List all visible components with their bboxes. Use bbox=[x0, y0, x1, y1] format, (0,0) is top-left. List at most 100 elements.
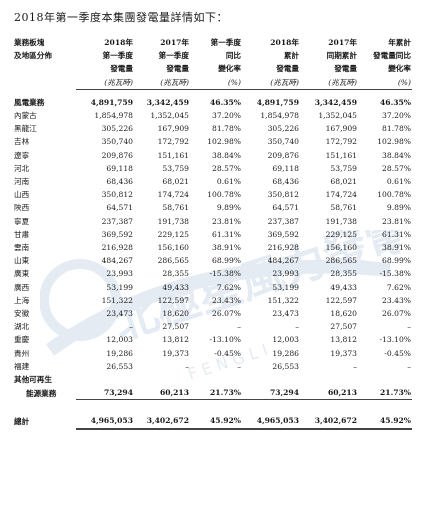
row-value: 28.57% bbox=[382, 163, 411, 173]
row-value: 151,161 bbox=[157, 150, 189, 160]
rule-line bbox=[190, 89, 242, 90]
rule-line bbox=[134, 427, 190, 432]
row-value: -15.38% bbox=[209, 269, 241, 279]
row-value: 209,876 bbox=[267, 150, 299, 160]
intro-text: 2018年第一季度本集團發電量詳情如下： bbox=[14, 11, 228, 24]
row-value: 53,199 bbox=[106, 282, 133, 292]
row-value: 151,322 bbox=[101, 295, 133, 305]
row-value: -0.45% bbox=[214, 348, 241, 358]
rule-line bbox=[134, 89, 190, 90]
row-value: 122,597 bbox=[325, 295, 357, 305]
table-row: 風電業務 4,891,759 3,342,459 46.35% 4,891,759 3,3… bbox=[14, 96, 412, 109]
unit-cell: (兆瓦時) bbox=[104, 77, 133, 87]
header-cell: 第一季度 bbox=[210, 38, 241, 47]
row-value: 26,553 bbox=[272, 361, 299, 371]
row-value: 151,161 bbox=[325, 150, 357, 160]
rule-line bbox=[242, 427, 300, 432]
header-cell: 年累計 bbox=[388, 38, 411, 47]
row-value: 73,294 bbox=[269, 388, 299, 398]
row-value: 369,592 bbox=[267, 229, 299, 239]
row-value-empty bbox=[300, 373, 358, 386]
row-value: 286,565 bbox=[325, 256, 357, 266]
row-label: 風電業務 bbox=[14, 97, 45, 107]
rule-row bbox=[14, 89, 412, 90]
header-label: 業務板塊 bbox=[14, 38, 45, 47]
table-header: 業務板塊 2018年 2017年 第一季度 2018年 2017年 年累計 及地區分佈 第一季度… bbox=[14, 36, 412, 89]
row-value-empty bbox=[190, 373, 242, 386]
row-label: 甘肅 bbox=[14, 229, 30, 239]
table-row: 廣西 53,199 49,433 7.62% 53,199 49,433 7.62% bbox=[14, 281, 412, 294]
rule-spacer bbox=[14, 429, 76, 432]
header-cell: 發電量 bbox=[166, 64, 189, 74]
row-value: 28.57% bbox=[212, 163, 241, 173]
row-label: 陝西 bbox=[14, 203, 30, 213]
table-body: 風電業務 4,891,759 3,342,459 46.35% 4,891,759 3,3… bbox=[14, 89, 412, 432]
unit-row: (兆瓦時) (兆瓦時) (%) (兆瓦時) (兆瓦時) (%) bbox=[14, 76, 412, 90]
rule-line bbox=[76, 89, 134, 90]
row-value: 23.43% bbox=[212, 295, 241, 305]
rule-line bbox=[358, 399, 412, 401]
row-value: 27,507 bbox=[330, 322, 357, 332]
row-value: 484,267 bbox=[101, 256, 133, 266]
row-value: 3,342,459 bbox=[314, 97, 357, 107]
row-value: 38.91% bbox=[212, 243, 241, 253]
table-row: 廣東 23,993 28,355 -15.38% 23,993 28,355 -15.38% bbox=[14, 267, 412, 280]
row-value: – bbox=[407, 322, 411, 332]
row-label: 能源業務 bbox=[26, 388, 57, 398]
rule-line bbox=[134, 399, 190, 401]
table-row: 雲南 216,928 156,160 38.91% 216,928 156,160 38.9… bbox=[14, 241, 412, 254]
row-value: 61.31% bbox=[212, 229, 241, 239]
rule-row bbox=[14, 427, 412, 432]
row-value: 38.84% bbox=[212, 150, 241, 160]
row-value: 49,433 bbox=[162, 282, 189, 292]
unit-spacer bbox=[14, 76, 76, 90]
table-row: 湖北 – 27,507 – – 27,507 – bbox=[14, 320, 412, 333]
row-value: 46.35% bbox=[380, 97, 411, 107]
header-cell: 2017年 bbox=[328, 38, 357, 47]
table-row: 貴州 19,286 19,373 -0.45% 19,286 19,373 -0.45% bbox=[14, 347, 412, 360]
table-row: 河南 68,436 68,021 0.61% 68,436 68,021 0.61% bbox=[14, 175, 412, 188]
rule-line bbox=[76, 427, 134, 432]
row-value: -15.38% bbox=[379, 269, 411, 279]
row-value: 58,761 bbox=[330, 203, 357, 213]
total-value: 3,402,672 bbox=[146, 416, 189, 426]
row-value: 53,759 bbox=[162, 163, 189, 173]
row-label: 廣東 bbox=[14, 269, 30, 279]
unit-cell: (兆瓦時) bbox=[160, 77, 189, 87]
row-label: 寧夏 bbox=[14, 216, 30, 226]
row-value: 191,738 bbox=[325, 216, 357, 226]
header-cell: 變化率 bbox=[388, 64, 411, 74]
table-row: 河北 69,118 53,759 28.57% 69,118 53,759 28.57% bbox=[14, 162, 412, 175]
header-row: 及地區分佈 第一季度 第一季度 同比 累計 同期累計 發電量同比 bbox=[14, 49, 412, 62]
row-value: 191,738 bbox=[157, 216, 189, 226]
rule-line bbox=[242, 399, 300, 401]
rule-line bbox=[242, 89, 300, 90]
row-value: 305,226 bbox=[267, 124, 299, 134]
row-value: 69,118 bbox=[106, 163, 133, 173]
row-value: 350,812 bbox=[101, 190, 133, 200]
row-value: 13,812 bbox=[162, 335, 189, 345]
row-value: 69,118 bbox=[272, 163, 299, 173]
row-label: 吉林 bbox=[14, 137, 30, 147]
table-row: 福建 26,553 – – 26,553 – – bbox=[14, 360, 412, 373]
header-cell: 第一季度 bbox=[102, 51, 133, 61]
header-row: 業務板塊 2018年 2017年 第一季度 2018年 2017年 年累計 bbox=[14, 36, 412, 49]
row-value: 350,812 bbox=[267, 190, 299, 200]
rule-row bbox=[14, 399, 412, 401]
row-value: 7.62% bbox=[216, 282, 241, 292]
spacer-row bbox=[14, 400, 412, 414]
row-value: 58,761 bbox=[162, 203, 189, 213]
row-value: 237,387 bbox=[267, 216, 299, 226]
row-label: 貴州 bbox=[14, 348, 30, 358]
row-label: 上海 bbox=[14, 295, 30, 305]
row-label: 安徽 bbox=[14, 309, 30, 319]
row-label: 福建 bbox=[14, 361, 30, 371]
row-value: 64,571 bbox=[106, 203, 133, 213]
row-value: 0.61% bbox=[216, 177, 241, 187]
row-label: 河北 bbox=[14, 163, 30, 173]
table-row-other-title: 其他可再生 bbox=[14, 373, 412, 386]
row-label: 其他可再生 bbox=[14, 375, 52, 385]
row-value: 53,759 bbox=[330, 163, 357, 173]
row-value: 23,993 bbox=[106, 269, 133, 279]
header-cell: 同期累計 bbox=[326, 51, 357, 61]
